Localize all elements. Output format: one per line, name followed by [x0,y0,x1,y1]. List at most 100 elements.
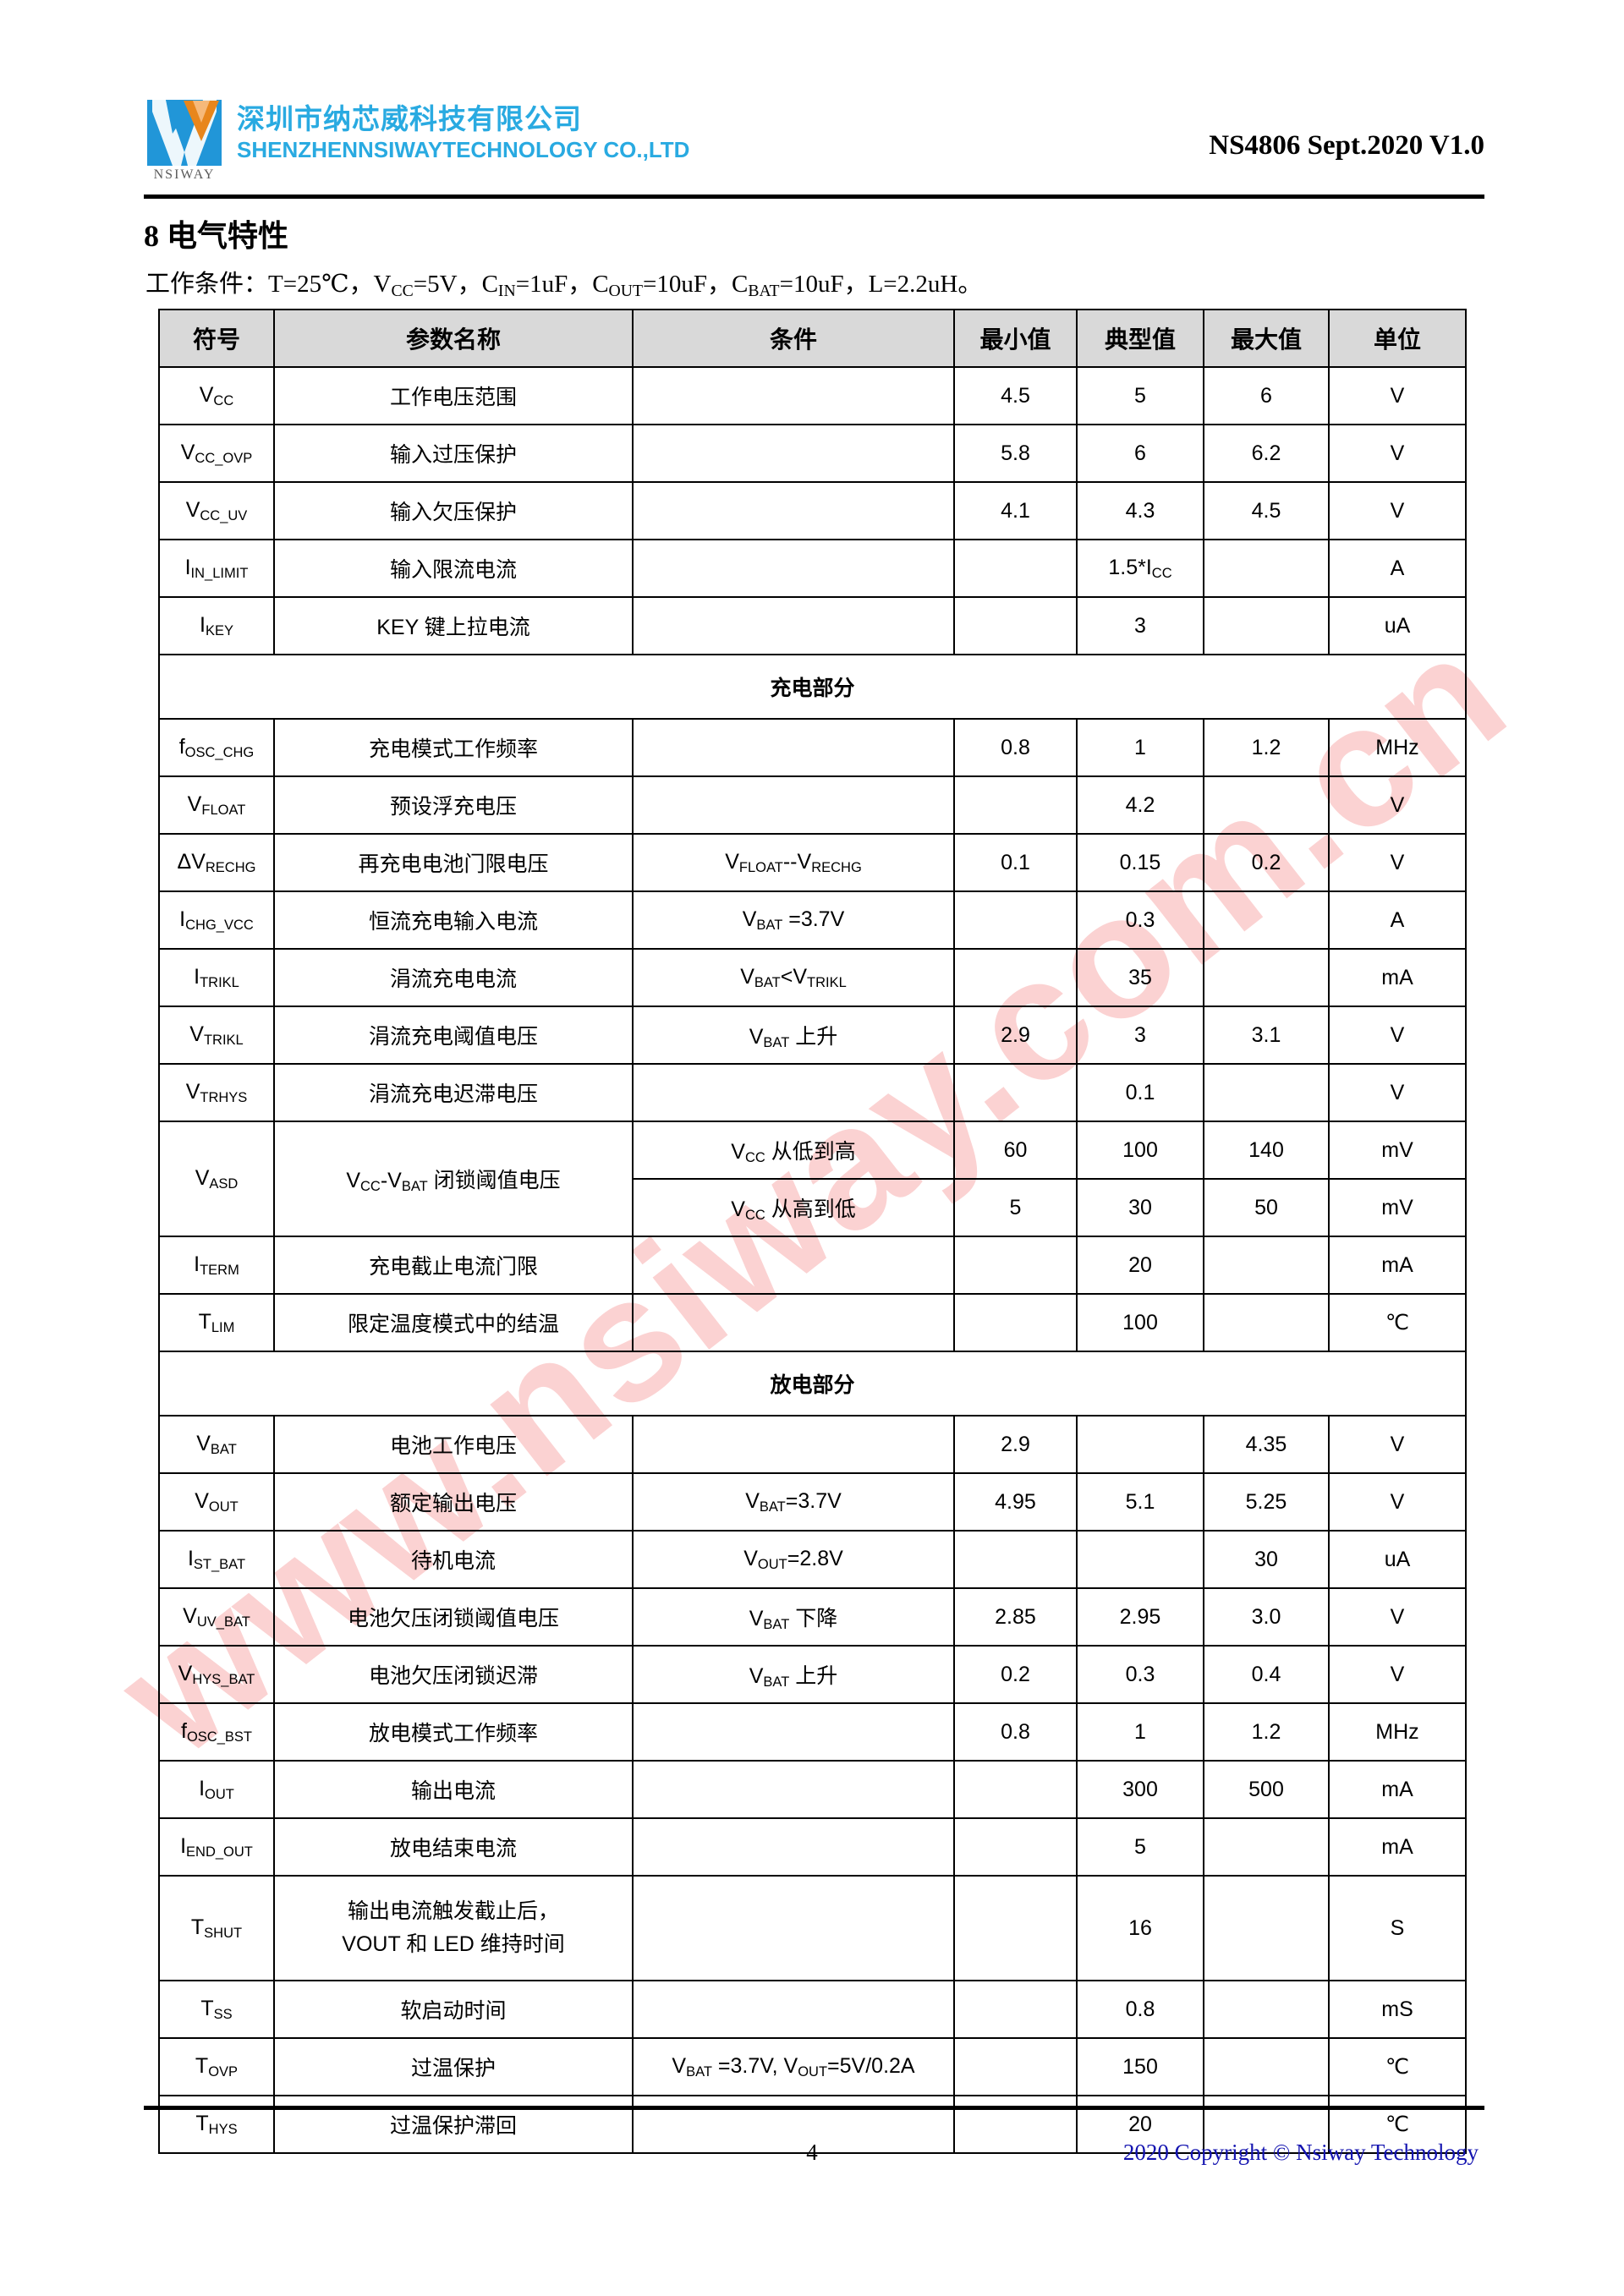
cell-unit: V [1328,1587,1467,1647]
cell-typ: 3 [1076,1006,1204,1065]
cell-min: 0.8 [953,718,1078,777]
cell-parameter-name: 放电结束电流 [273,1817,634,1877]
cell-max [1203,539,1330,598]
cell-symbol: TOVP [158,2037,275,2096]
company-name-en: SHENZHENNSIWAYTECHNOLOGY CO.,LTD [237,137,690,163]
cell-parameter-name: 过温保护滞回 [273,2095,634,2154]
cell-typ: 0.15 [1076,833,1204,892]
table-row: VTRIKL 涓流充电阈值电压 VBAT 上升 2.9 3 3.1 V [158,1006,1467,1065]
cell-cond [632,1760,955,1819]
table-row: ITRIKL 涓流充电电流 VBAT<VTRIKL 35 mA [158,948,1467,1007]
table-row: ICHG_VCC 恒流充电输入电流 VBAT =3.7V 0.3 A [158,890,1467,950]
cell-symbol: IEND_OUT [158,1817,275,1877]
cell-unit: mA [1328,948,1467,1007]
cell-symbol: VCC_OVP [158,424,275,483]
cell-min: 4.5 [953,366,1078,425]
cell-max: 0.2 [1203,833,1330,892]
column-header-max: 最大值 [1203,309,1330,368]
cell-max: 6.2 [1203,424,1330,483]
cell-parameter-name: 输入限流电流 [273,539,634,598]
cell-parameter-name: 涓流充电迟滞电压 [273,1063,634,1122]
cell-max: 3.1 [1203,1006,1330,1065]
cell-cond [632,1293,955,1352]
table-group-label: 放电部分 [158,1351,1467,1417]
cell-unit: ℃ [1328,2095,1467,2154]
document-id-version: NS4806 Sept.2020 V1.0 [1209,130,1484,161]
table-row: fOSC_BST 放电模式工作频率 0.8 1 1.2 MHz [158,1702,1467,1762]
cell-symbol: VBAT [158,1415,275,1474]
cell-symbol: fOSC_BST [158,1702,275,1762]
cell-parameter-name: 输出电流触发截止后， VOUT 和 LED 维持时间 [273,1875,634,1981]
cell-parameter-name: 放电模式工作频率 [273,1702,634,1762]
cell-typ: 3 [1076,596,1204,655]
cell-min: 2.85 [953,1587,1078,1647]
cell-cond [632,2095,955,2154]
cell-typ: 1 [1076,1702,1204,1762]
cell-parameter-name: 待机电流 [273,1530,634,1589]
cell-cond: VBAT 下降 [632,1587,955,1647]
column-header-condition: 条件 [632,309,955,368]
cell-cond [632,1702,955,1762]
nsiway-logo-icon: NSIWAY [144,100,225,186]
cell-symbol: TLIM [158,1293,275,1352]
table-header-row: 符号 参数名称 条件 最小值 典型值 最大值 单位 [158,309,1467,368]
cell-parameter-name: 额定输出电压 [273,1472,634,1532]
cell-max: 500 [1203,1760,1330,1819]
cell-symbol: TSS [158,1980,275,2039]
table-row: VCC 从高到低 5 30 50 mV [159,1178,1467,1237]
cell-unit: ℃ [1328,2037,1467,2096]
cell-cond [632,424,955,483]
cell-unit: V [1328,775,1467,835]
cell-cond: VBAT 上升 [632,1645,955,1704]
cell-min [953,1760,1078,1819]
cell-unit: ℃ [1328,1293,1467,1352]
cell-symbol: VUV_BAT [158,1587,275,1647]
column-header-parameter: 参数名称 [273,309,634,368]
cell-min: 4.95 [953,1472,1078,1532]
cell-symbol: VASD [158,1121,275,1237]
cell-cond: VBAT<VTRIKL [632,948,955,1007]
cell-min: 5.8 [953,424,1078,483]
cell-unit: uA [1328,596,1467,655]
cell-cond [632,1980,955,2039]
cell-symbol: VFLOAT [158,775,275,835]
cell-unit: S [1328,1875,1467,1981]
cell-symbol: ITERM [158,1236,275,1295]
cell-cond: VBAT =3.7V, VOUT=5V/0.2A [632,2037,955,2096]
footer-divider [144,2106,1484,2110]
cell-typ: 35 [1076,948,1204,1007]
cell-max: 0.4 [1203,1645,1330,1704]
table-row: VBAT 电池工作电压 2.9 4.35 V [158,1415,1467,1474]
cell-max [1203,775,1330,835]
cell-typ: 20 [1076,1236,1204,1295]
cell-cond [632,539,955,598]
cell-typ: 5 [1076,366,1204,425]
cell-typ [1076,1530,1204,1589]
cell-parameter-name: 工作电压范围 [273,366,634,425]
cell-min [953,1530,1078,1589]
cell-min [953,1063,1078,1122]
cell-symbol: VHYS_BAT [158,1645,275,1704]
cell-symbol: IOUT [158,1760,275,1819]
cell-min: 2.9 [953,1415,1078,1474]
cell-cond [632,596,955,655]
company-name-cn: 深圳市纳芯威科技有限公司 [237,103,582,134]
cell-typ: 5 [1076,1817,1204,1877]
cell-cond [632,1063,955,1122]
cell-unit: A [1328,539,1467,598]
cell-parameter-name: 电池欠压闭锁阈值电压 [273,1587,634,1647]
cell-parameter-name: 充电模式工作频率 [273,718,634,777]
table-row: ITERM 充电截止电流门限 20 mA [158,1236,1467,1295]
cell-parameter-name: 限定温度模式中的结温 [273,1293,634,1352]
cell-max: 30 [1203,1530,1330,1589]
cell-parameter-name: 电池工作电压 [273,1415,634,1474]
cell-max: 4.5 [1203,481,1330,540]
cell-typ: 0.3 [1076,890,1204,950]
cell-max: 5.25 [1203,1472,1330,1532]
cell-cond: VBAT =3.7V [632,890,955,950]
cell-unit: mA [1328,1817,1467,1877]
cell-symbol: ICHG_VCC [158,890,275,950]
cell-unit: V [1328,366,1467,425]
cell-parameter-name: 输入欠压保护 [273,481,634,540]
